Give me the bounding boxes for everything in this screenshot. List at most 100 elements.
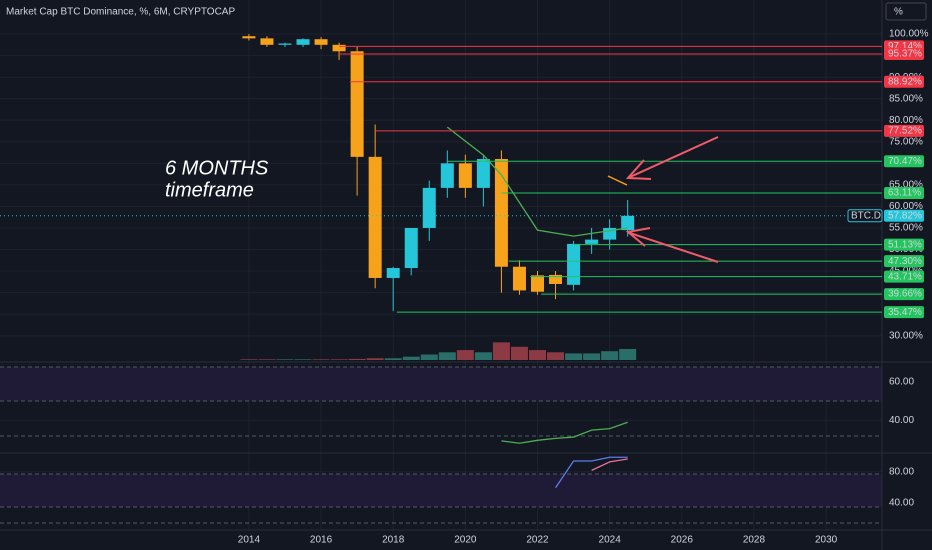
drawing-line: [607, 175, 628, 186]
price-label: 57.82%: [888, 210, 922, 221]
volume-bar: [312, 359, 330, 360]
y-tick-label: 85.00%: [889, 93, 923, 104]
arrow: [625, 227, 719, 263]
level-label: 63.11%: [888, 188, 921, 199]
y-tick-label: 100.00%: [889, 29, 929, 40]
level-tag: [884, 47, 924, 60]
volume-bar: [601, 351, 619, 360]
level-label: 35.47%: [888, 307, 922, 318]
candle-body: [314, 39, 328, 45]
level-label: 70.47%: [888, 156, 922, 167]
x-tick-label: 2022: [526, 535, 549, 546]
volume-bar: [528, 350, 546, 360]
candle-body: [368, 156, 382, 278]
volume-bar: [438, 352, 456, 360]
level-label: 39.66%: [888, 289, 922, 300]
annotation: timeframe: [165, 179, 254, 201]
y-tick-label: 80.00: [889, 466, 914, 477]
candle-body: [476, 159, 490, 188]
volume-bar: [565, 353, 583, 360]
x-tick-label: 2018: [382, 535, 405, 546]
y-tick-label: 55.00%: [889, 223, 923, 234]
candle-body: [549, 274, 563, 284]
level-tag: [884, 155, 924, 168]
volume-bar: [258, 359, 276, 360]
candle-body: [350, 51, 364, 157]
candle-body: [585, 239, 599, 244]
level-tag: [884, 255, 924, 268]
candle-body: [494, 159, 508, 267]
volume-bar: [276, 359, 294, 360]
level-tag: [884, 270, 924, 283]
candle-body: [404, 227, 418, 269]
annotation: 6 MONTHS: [165, 157, 269, 179]
y-tick-label: 60.00: [889, 376, 914, 387]
level-label: 51.13%: [888, 239, 922, 250]
pane-band: [0, 474, 882, 507]
volume-bar: [474, 352, 492, 360]
volume-bar: [547, 352, 565, 360]
volume-bar: [619, 349, 637, 360]
level-tag: [884, 187, 924, 200]
y-tick-label: 30.00%: [889, 330, 923, 341]
level-tag: [884, 75, 924, 88]
candle-body: [260, 38, 274, 45]
indicator-line: [591, 458, 628, 471]
indicator-line: [554, 456, 628, 489]
x-tick-label: 2028: [743, 535, 766, 546]
candle-body: [422, 187, 436, 228]
x-tick-label: 2014: [238, 535, 261, 546]
x-tick-label: 2020: [454, 535, 477, 546]
candle-body: [278, 43, 292, 45]
y-tick-label: 40.00: [889, 415, 914, 426]
level-label: 43.71%: [888, 271, 922, 282]
level-tag: [884, 238, 924, 251]
pane-band: [0, 367, 882, 401]
y-tick-label: 75.00%: [889, 136, 923, 147]
candle-body: [332, 44, 346, 52]
chart-title: Market Cap BTC Dominance, %, 6M, CRYPTOC…: [6, 7, 235, 18]
x-tick-label: 2016: [310, 535, 333, 546]
volume-bar: [294, 359, 312, 360]
level-label: 95.37%: [888, 49, 922, 60]
x-tick-label: 2024: [599, 535, 622, 546]
level-label: 47.30%: [888, 256, 922, 267]
volume-bar: [348, 358, 366, 360]
x-tick-label: 2030: [815, 535, 838, 546]
unit-button-label[interactable]: %: [894, 7, 903, 18]
y-tick-label: 60.00%: [889, 201, 923, 212]
candle-body: [386, 268, 400, 278]
volume-bar: [402, 356, 420, 360]
arrow: [625, 136, 719, 180]
candle-body: [530, 275, 544, 292]
level-tag: [884, 124, 924, 137]
y-tick-label: 65.00%: [889, 180, 923, 191]
y-tick-label: 80.00%: [889, 115, 923, 126]
symbol-label: BTC.D: [851, 210, 881, 221]
price-tag: [884, 209, 924, 222]
volume-bar: [240, 359, 258, 360]
axis-labels: 2014 2016 2018 2020 2022 2024 2026 2028 2030 30.0…: [238, 29, 929, 546]
candle-body: [512, 266, 526, 291]
candle-body: [458, 163, 472, 188]
volume-bar: [420, 354, 438, 360]
symbol-tag: [847, 209, 883, 223]
volume-bar: [366, 358, 384, 360]
level-tag: [884, 288, 924, 301]
level-tag: [884, 306, 924, 319]
candle-body: [567, 243, 581, 285]
volume-bar: [456, 350, 474, 360]
unit-button[interactable]: [885, 2, 927, 21]
candle-body: [242, 36, 256, 39]
moving-average: [446, 126, 628, 237]
candle-body: [603, 227, 617, 240]
x-tick-label: 2026: [671, 535, 694, 546]
candle-body: [440, 163, 454, 188]
candle-body: [621, 215, 635, 231]
level-label: 97.14%: [888, 41, 922, 52]
marks: [0, 34, 882, 489]
y-tick-label: 40.00: [889, 497, 914, 508]
level-label: 88.92%: [888, 76, 922, 87]
